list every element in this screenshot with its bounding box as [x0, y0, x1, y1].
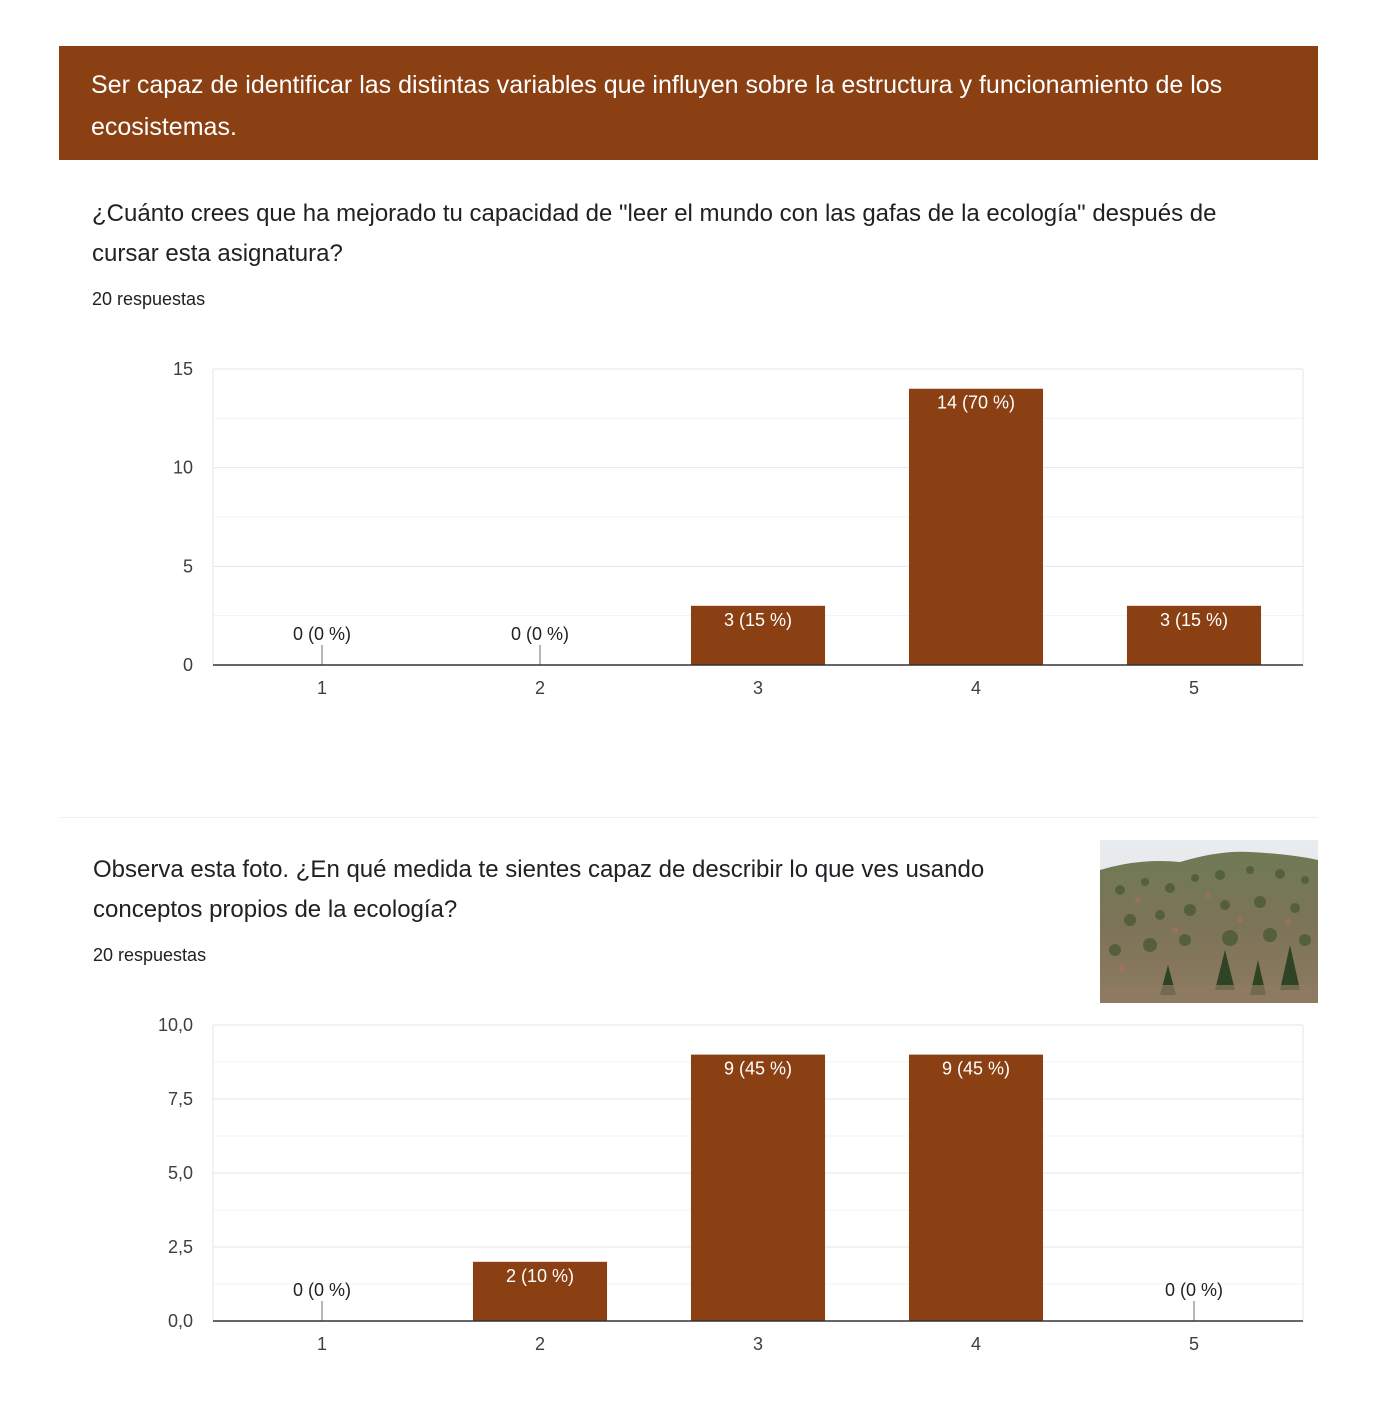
y-tick-label: 15	[173, 359, 193, 379]
y-tick-label: 5,0	[168, 1163, 193, 1183]
x-tick-label: 4	[971, 678, 981, 698]
question-title: ¿Cuánto crees que ha mejorado tu capacid…	[92, 200, 1217, 267]
x-tick-label: 1	[317, 678, 327, 698]
bar-chart: 0,0 2,5 5,0 7,5 10,0 0 (0 %) 1 2 (10 %) 2 9 (45 %…	[158, 1015, 1304, 1354]
x-tick-label: 4	[971, 1334, 981, 1354]
bar	[1126, 605, 1262, 665]
data-label: 0 (0 %)	[293, 624, 351, 644]
section-banner: Ser capaz de identificar las distintas v…	[59, 46, 1318, 160]
bar	[472, 1261, 608, 1321]
bar	[908, 1054, 1044, 1321]
forest-photo	[1100, 840, 1318, 1003]
data-label: 3 (15 %)	[1160, 610, 1228, 630]
y-tick-label: 0	[183, 655, 193, 675]
section-divider	[59, 817, 1318, 818]
bar-chart: 0 5 10 15 0 (0 %) 1 0 (0 %) 2 3 (15 %) 3 14 (70 %)…	[173, 359, 1304, 698]
bar	[908, 388, 1044, 665]
response-count: 20 respuestas	[92, 289, 206, 309]
y-tick-label: 5	[183, 556, 193, 576]
y-tick-label: 2,5	[168, 1237, 193, 1257]
data-label: 0 (0 %)	[511, 624, 569, 644]
x-tick-label: 5	[1189, 678, 1199, 698]
data-label: 9 (45 %)	[942, 1059, 1010, 1079]
y-tick-label: 10	[173, 458, 193, 478]
section-banner-text: Ser capaz de identificar las distintas v…	[91, 71, 1223, 141]
response-count: 20 respuestas	[93, 945, 207, 965]
bar	[690, 605, 826, 665]
x-tick-label: 2	[535, 678, 545, 698]
y-tick-label: 7,5	[168, 1089, 193, 1109]
x-tick-label: 5	[1189, 1334, 1199, 1354]
y-tick-label: 0,0	[168, 1311, 193, 1331]
bar	[690, 1054, 826, 1321]
question-title: Observa esta foto. ¿En qué medida te sie…	[93, 856, 985, 923]
x-tick-label: 3	[753, 678, 763, 698]
data-label: 9 (45 %)	[724, 1059, 792, 1079]
data-label: 0 (0 %)	[1165, 1280, 1223, 1300]
y-tick-label: 10,0	[158, 1015, 193, 1035]
x-tick-label: 1	[317, 1334, 327, 1354]
data-label: 0 (0 %)	[293, 1280, 351, 1300]
data-label: 3 (15 %)	[724, 610, 792, 630]
x-tick-label: 3	[753, 1334, 763, 1354]
data-label: 14 (70 %)	[937, 393, 1015, 413]
data-label: 2 (10 %)	[506, 1266, 574, 1286]
x-tick-label: 2	[535, 1334, 545, 1354]
